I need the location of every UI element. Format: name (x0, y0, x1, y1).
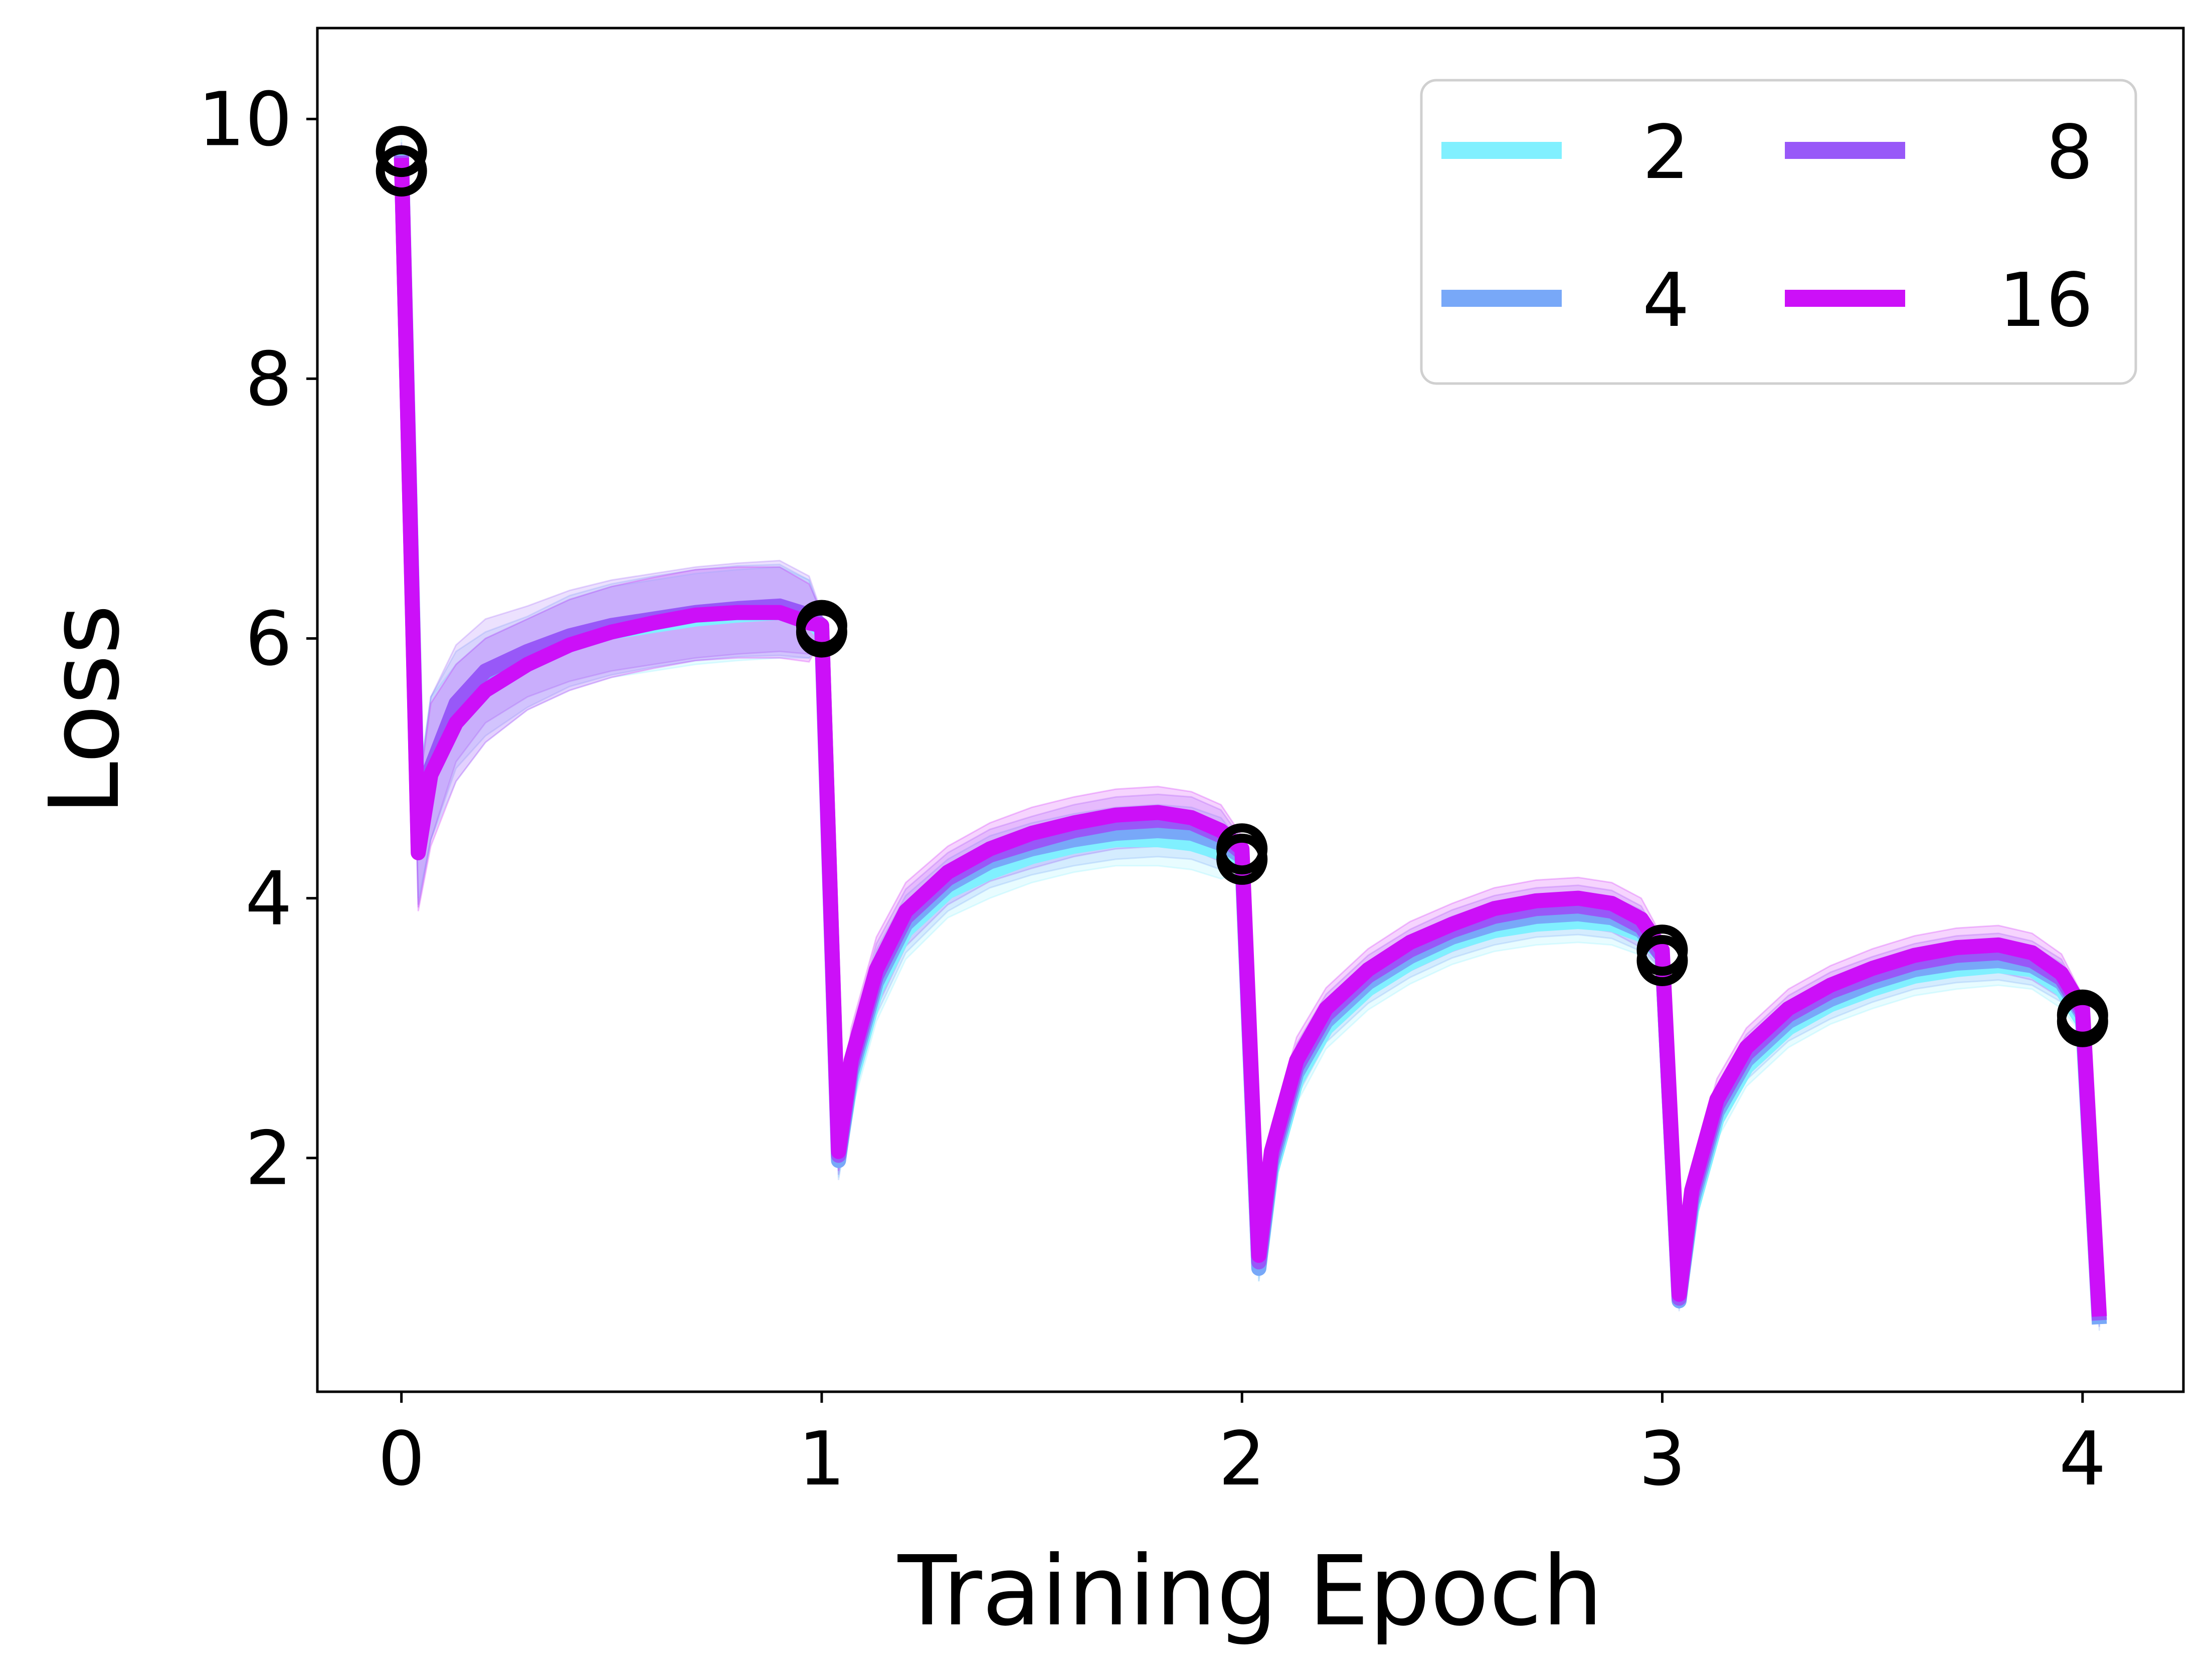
y-tick-label: 8 (245, 336, 292, 422)
legend: 2 4 8 16 (1420, 79, 2137, 385)
x-tick-label: 4 (2059, 1416, 2106, 1502)
x-axis-label: Training Epoch (897, 1536, 1603, 1647)
y-tick-label: 6 (245, 596, 292, 682)
y-axis-label: Loss (29, 604, 141, 815)
legend-label-16: 16 (1999, 257, 2093, 343)
x-tick-label: 2 (1218, 1416, 1265, 1502)
y-tick-label: 4 (245, 856, 292, 942)
x-tick-label: 1 (798, 1416, 845, 1502)
legend-label-2: 2 (1642, 109, 1690, 196)
x-tick-label: 0 (378, 1416, 425, 1502)
epoch-marker (376, 126, 427, 177)
plot-frame (316, 27, 2185, 1393)
band-series-4 (401, 145, 2100, 1331)
series-lines (394, 151, 2107, 1325)
legend-label-8: 8 (2046, 109, 2093, 196)
x-tick-label: 3 (1638, 1416, 1686, 1502)
epoch-marker (796, 606, 847, 658)
epoch-marker (1636, 935, 1688, 986)
epoch-marker (1216, 833, 1268, 885)
epoch-markers (376, 126, 2108, 1047)
y-tick-label: 10 (198, 76, 292, 162)
epoch-marker (2057, 996, 2108, 1047)
x-axis-ticks: 0 1 2 3 4 (378, 1392, 2106, 1502)
y-axis-ticks: 2 4 6 8 10 (198, 76, 317, 1202)
legend-label-4: 4 (1642, 257, 1690, 343)
line-series-16 (394, 157, 2107, 1317)
y-tick-label: 2 (245, 1115, 292, 1202)
legend-box (1420, 79, 2137, 385)
epoch-marker (376, 145, 427, 197)
